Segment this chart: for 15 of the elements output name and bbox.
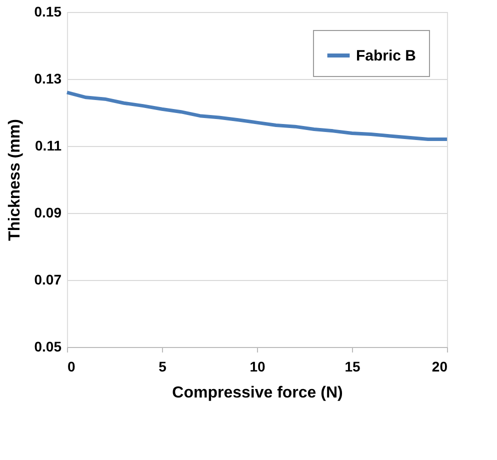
y-tick-label: 0.13 — [34, 70, 62, 86]
x-tick-label: 0 — [68, 358, 76, 374]
y-tick-label: 0.11 — [35, 138, 62, 154]
y-tick-label: 0.09 — [34, 204, 62, 220]
x-axis-title: Compressive force (N) — [172, 384, 343, 402]
line-series — [65, 90, 449, 142]
x-tick-label: 10 — [250, 358, 266, 374]
y-axis-title: Thickness (mm) — [6, 119, 24, 241]
x-tick-label: 20 — [432, 358, 448, 374]
legend-label: Fabric B — [356, 48, 416, 64]
x-tick-label: 5 — [158, 358, 167, 374]
y-tick-label: 0.15 — [34, 4, 62, 20]
y-tick-label: 0.07 — [34, 272, 62, 288]
y-tick-label: 0.05 — [34, 338, 62, 354]
x-tick-label: 15 — [344, 358, 360, 374]
